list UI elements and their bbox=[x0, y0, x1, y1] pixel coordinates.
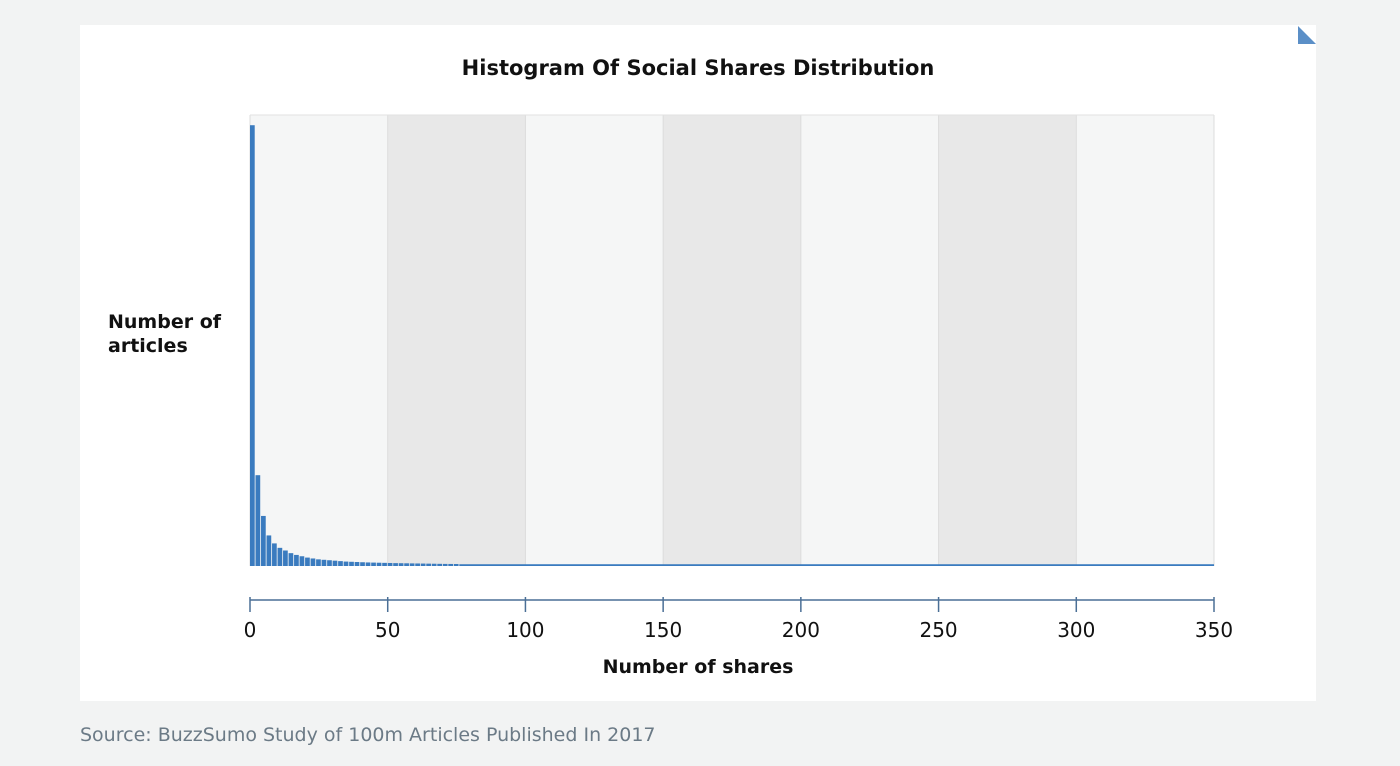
x-tick-label: 250 bbox=[919, 618, 957, 642]
grid-band bbox=[800, 115, 939, 566]
grid-band bbox=[387, 115, 526, 566]
x-tick-label: 0 bbox=[244, 618, 257, 642]
x-tick-label: 100 bbox=[506, 618, 544, 642]
histogram-bar bbox=[453, 564, 459, 566]
histogram-bar bbox=[349, 561, 354, 566]
histogram-bar bbox=[442, 563, 448, 566]
histogram-bar bbox=[250, 125, 255, 566]
y-axis-label-text: Number of articles bbox=[108, 311, 222, 357]
histogram-bar bbox=[343, 561, 349, 566]
histogram-bar bbox=[338, 561, 343, 566]
histogram-bar bbox=[371, 562, 376, 566]
histogram-bar bbox=[294, 554, 299, 566]
histogram-bar bbox=[376, 562, 382, 566]
histogram-bar bbox=[305, 557, 310, 566]
histogram-bar bbox=[299, 556, 305, 566]
x-axis-label: Number of shares bbox=[602, 656, 794, 678]
histogram-bar bbox=[277, 547, 283, 566]
histogram-bar bbox=[288, 553, 294, 566]
histogram-bar bbox=[360, 562, 365, 566]
histogram-bar bbox=[272, 543, 277, 566]
histogram-bar bbox=[415, 563, 420, 566]
histogram-bar bbox=[398, 563, 404, 566]
histogram-bar bbox=[404, 563, 409, 566]
histogram-bar bbox=[332, 560, 338, 566]
histogram-bar bbox=[354, 562, 360, 566]
x-tick-label: 300 bbox=[1057, 618, 1095, 642]
histogram-bar bbox=[382, 562, 387, 566]
grid-band bbox=[1076, 115, 1214, 566]
grid-band bbox=[663, 115, 801, 566]
histogram-bar bbox=[437, 563, 442, 566]
histogram-bar bbox=[393, 563, 398, 566]
grid-band bbox=[938, 115, 1077, 566]
histogram-bar bbox=[420, 563, 426, 566]
histogram-bar bbox=[321, 559, 327, 566]
corner-fold-icon bbox=[1298, 26, 1316, 44]
y-axis-label: Number of articles bbox=[108, 310, 248, 358]
histogram-bar bbox=[283, 550, 288, 566]
histogram-bar bbox=[426, 563, 431, 566]
histogram-tail-bars bbox=[459, 564, 1215, 566]
histogram-bar bbox=[316, 559, 321, 566]
source-caption: Source: BuzzSumo Study of 100m Articles … bbox=[80, 724, 656, 746]
x-tick-label: 200 bbox=[782, 618, 820, 642]
histogram-bar bbox=[448, 563, 454, 566]
grid-band bbox=[525, 115, 664, 566]
histogram-bar bbox=[255, 475, 261, 566]
chart-title: Histogram Of Social Shares Distribution bbox=[461, 56, 935, 80]
histogram-bar bbox=[327, 560, 332, 566]
histogram-bar bbox=[365, 562, 371, 566]
histogram-bar bbox=[409, 563, 415, 566]
histogram-bar bbox=[266, 535, 272, 566]
grid-band bbox=[250, 115, 388, 566]
histogram-bar bbox=[387, 562, 393, 566]
x-tick-label: 50 bbox=[375, 618, 400, 642]
histogram-bar bbox=[261, 515, 266, 566]
histogram-bar bbox=[310, 558, 316, 566]
x-tick-label: 150 bbox=[644, 618, 682, 642]
histogram-bar bbox=[431, 563, 437, 566]
x-tick-label: 350 bbox=[1195, 618, 1233, 642]
